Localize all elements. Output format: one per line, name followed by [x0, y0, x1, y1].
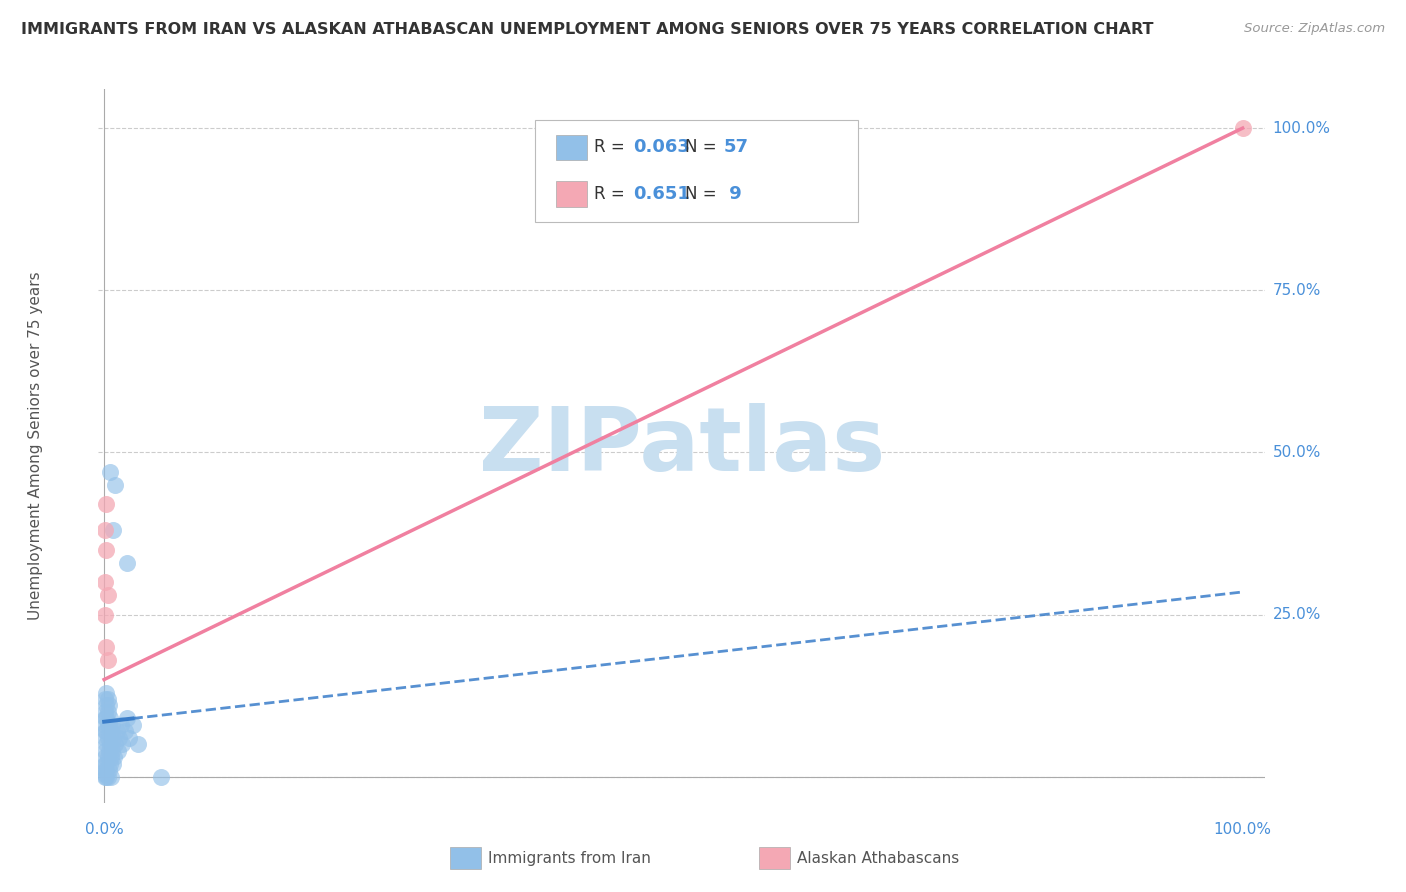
- Text: 75.0%: 75.0%: [1272, 283, 1320, 298]
- Point: [96, 770, 118, 784]
- Point: [104, 478, 127, 492]
- Point: [104, 738, 127, 752]
- Point: [96, 497, 118, 511]
- Point: [107, 744, 129, 758]
- Point: [110, 718, 132, 732]
- Point: [96, 731, 118, 745]
- Point: [96, 718, 118, 732]
- Text: 50.0%: 50.0%: [1272, 445, 1320, 460]
- Point: [97, 698, 120, 713]
- Point: [96, 698, 118, 713]
- Text: 0.651: 0.651: [633, 186, 690, 203]
- Point: [105, 724, 128, 739]
- Point: [115, 556, 138, 570]
- Point: [103, 750, 125, 764]
- Text: Immigrants from Iran: Immigrants from Iran: [488, 851, 651, 865]
- Text: N =: N =: [685, 186, 723, 203]
- Point: [108, 731, 131, 745]
- Point: [94, 766, 117, 780]
- Point: [94, 575, 117, 590]
- Point: [96, 692, 118, 706]
- Point: [1232, 121, 1254, 136]
- Point: [98, 711, 121, 725]
- Text: 100.0%: 100.0%: [1272, 120, 1330, 136]
- Point: [100, 750, 122, 764]
- Point: [96, 640, 118, 654]
- Point: [101, 744, 124, 758]
- Point: [94, 756, 117, 771]
- Point: [94, 770, 117, 784]
- Point: [100, 770, 122, 784]
- Point: [96, 738, 118, 752]
- Point: [94, 724, 117, 739]
- Text: 9: 9: [723, 186, 742, 203]
- Point: [94, 744, 117, 758]
- Point: [94, 524, 117, 538]
- Text: Unemployment Among Seniors over 75 years: Unemployment Among Seniors over 75 years: [28, 272, 42, 620]
- Point: [98, 465, 121, 479]
- Text: R =: R =: [593, 138, 630, 156]
- Text: N =: N =: [685, 138, 723, 156]
- Point: [114, 724, 136, 739]
- Text: IMMIGRANTS FROM IRAN VS ALASKAN ATHABASCAN UNEMPLOYMENT AMONG SENIORS OVER 75 YE: IMMIGRANTS FROM IRAN VS ALASKAN ATHABASC…: [21, 22, 1153, 37]
- Point: [103, 731, 125, 745]
- Text: 0.063: 0.063: [633, 138, 690, 156]
- Point: [98, 756, 121, 771]
- Point: [103, 524, 125, 538]
- Text: 100.0%: 100.0%: [1213, 822, 1271, 838]
- Point: [96, 685, 118, 699]
- Point: [98, 738, 121, 752]
- Point: [118, 731, 141, 745]
- Point: [94, 718, 117, 732]
- Point: [96, 770, 118, 784]
- Point: [94, 705, 117, 719]
- Point: [100, 724, 122, 739]
- Text: Source: ZipAtlas.com: Source: ZipAtlas.com: [1244, 22, 1385, 36]
- Point: [94, 764, 117, 778]
- Point: [96, 756, 118, 771]
- Point: [96, 724, 118, 739]
- Point: [115, 711, 138, 725]
- Point: [96, 764, 118, 778]
- Point: [96, 653, 118, 667]
- Text: 0.0%: 0.0%: [84, 822, 124, 838]
- Text: 25.0%: 25.0%: [1272, 607, 1320, 622]
- Text: ZIPatlas: ZIPatlas: [479, 402, 884, 490]
- Point: [96, 705, 118, 719]
- Point: [94, 711, 117, 725]
- Point: [103, 756, 125, 771]
- Text: Alaskan Athabascans: Alaskan Athabascans: [797, 851, 959, 865]
- Point: [101, 718, 124, 732]
- Point: [97, 718, 120, 732]
- Text: 57: 57: [723, 138, 748, 156]
- Point: [94, 692, 117, 706]
- Point: [97, 744, 120, 758]
- Point: [96, 542, 118, 557]
- Point: [121, 718, 143, 732]
- Point: [94, 731, 117, 745]
- Point: [96, 588, 118, 602]
- Point: [94, 750, 117, 764]
- Point: [96, 750, 118, 764]
- Point: [96, 711, 118, 725]
- Point: [127, 738, 149, 752]
- Point: [94, 607, 117, 622]
- Point: [111, 738, 134, 752]
- Point: [150, 770, 173, 784]
- Point: [97, 764, 120, 778]
- Text: R =: R =: [593, 186, 630, 203]
